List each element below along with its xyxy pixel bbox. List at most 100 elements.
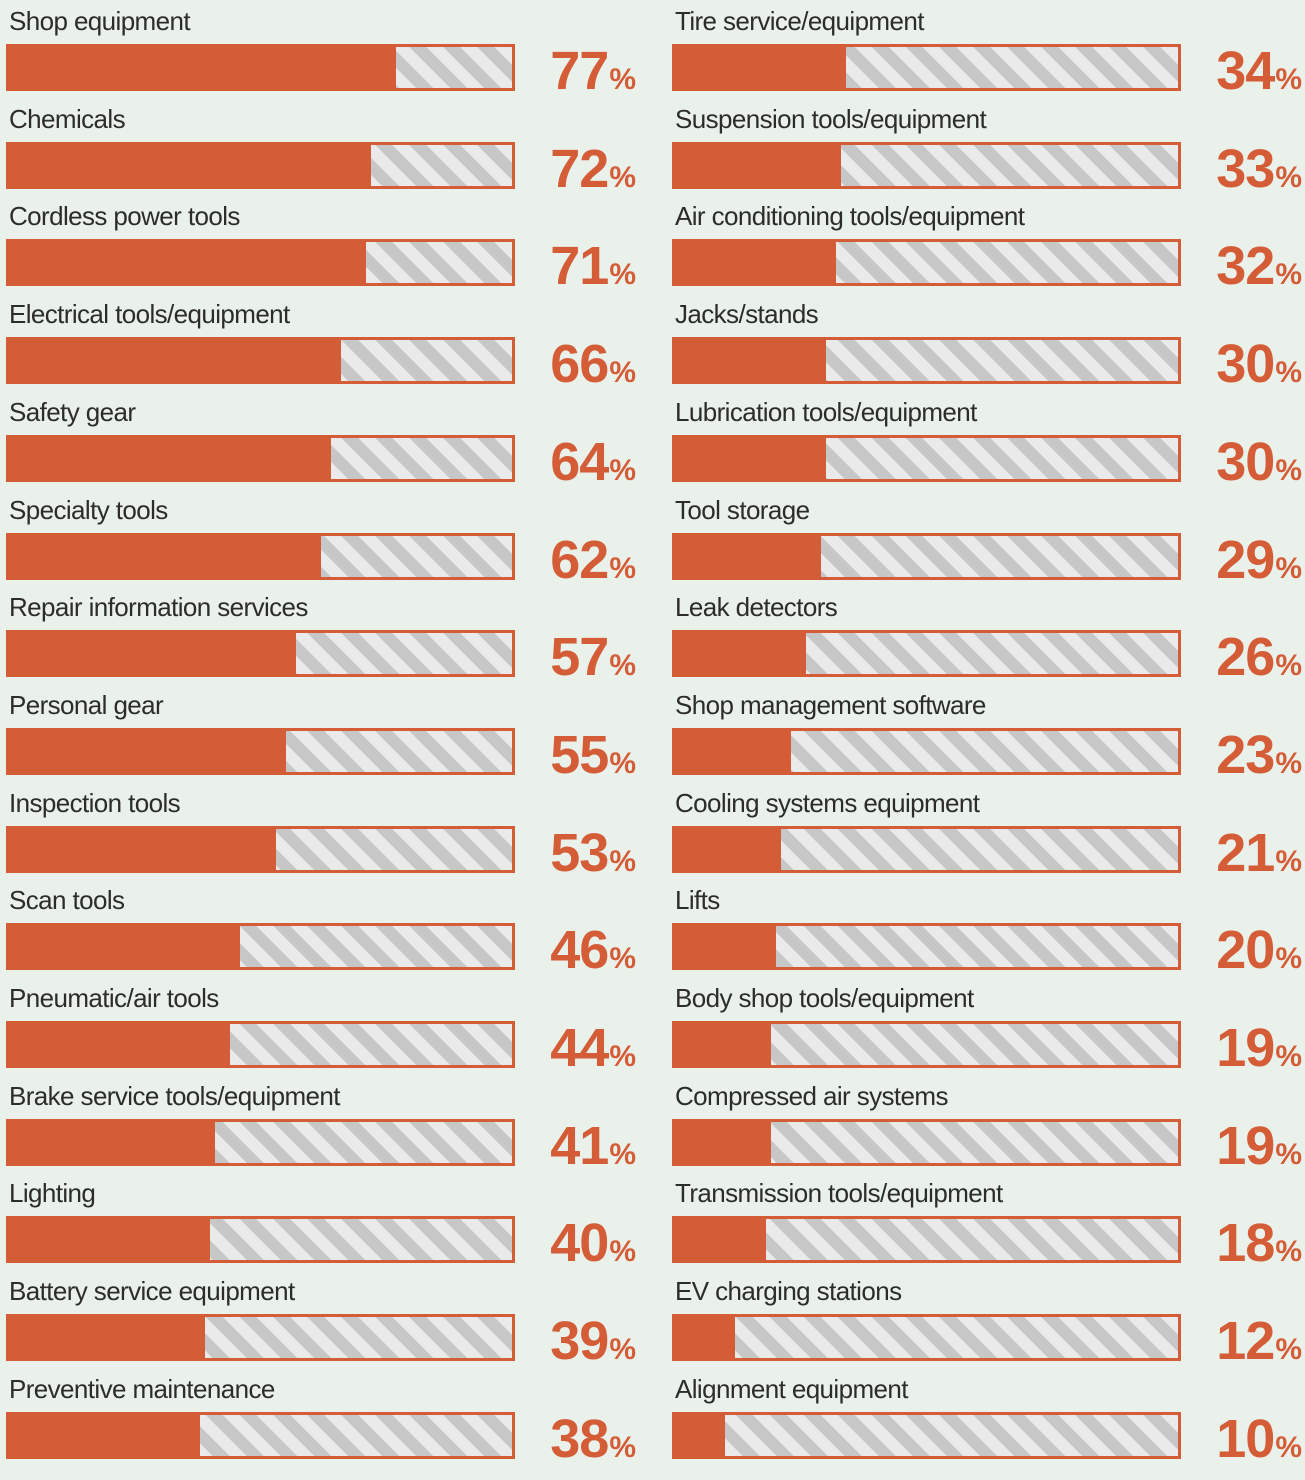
percent-sign: % [1275,453,1302,487]
percent-sign: % [609,1235,636,1269]
percent-sign: % [609,942,636,976]
value-label: 29% [1216,533,1302,587]
value-label: 33% [1216,142,1302,196]
category-label: Chemicals [9,103,126,134]
bar-row: Brake service tools/equipment 41% [6,1075,636,1173]
bar-track [672,1314,1181,1362]
value-label: 46% [550,923,636,977]
bar-track [672,141,1181,189]
category-label: EV charging stations [675,1276,902,1307]
bar-fill [675,340,826,382]
value-number: 34 [1216,41,1275,101]
bar-fill [9,1317,206,1359]
value-number: 26 [1216,627,1275,688]
bar-track [6,44,515,91]
percent-sign: % [609,453,636,487]
bar-row: Repair information services 57% [6,586,636,684]
percent-sign: % [1275,1040,1302,1073]
percent-sign: % [609,1333,636,1367]
value-number: 33 [1216,138,1275,199]
category-label: Lubrication tools/equipment [675,396,977,427]
bar-track [6,1314,515,1362]
value-label: 64% [550,435,636,489]
bar-track [672,825,1181,873]
category-label: Battery service equipment [9,1276,295,1307]
category-label: Inspection tools [9,787,181,818]
bar-row: Chemicals 72% [6,98,636,196]
percent-sign: % [1275,1235,1302,1269]
bar-fill [9,340,341,382]
bar-row: Leak detectors 26% [672,586,1302,684]
bar-row: Tire service/equipment 34% [672,0,1302,98]
category-label: Repair information services [9,592,308,623]
category-label: Cooling systems equipment [675,787,980,818]
value-label: 66% [550,337,636,391]
category-label: Pneumatic/air tools [9,983,219,1013]
percent-sign: % [1275,942,1302,976]
bar-track [6,337,515,385]
value-label: 62% [550,533,636,587]
value-number: 21 [1216,822,1275,883]
bar-track [6,141,515,189]
category-label: Specialty tools [9,494,168,525]
category-label: Tool storage [675,494,810,525]
bar-track [6,1216,515,1264]
bar-track [6,532,515,580]
value-label: 34% [1216,44,1302,98]
bar-row: Battery service equipment 39% [6,1270,636,1368]
value-number: 55 [550,724,609,785]
category-label: Safety gear [9,396,136,427]
bar-fill [9,730,286,772]
percent-sign: % [609,1430,636,1464]
bar-track [672,44,1181,91]
bar-fill [9,1219,211,1261]
value-label: 39% [550,1314,636,1368]
value-label: 18% [1216,1216,1302,1270]
bar-row: Compressed air systems 19% [672,1075,1302,1173]
percent-sign: % [609,160,636,194]
bar-fill [9,1414,201,1456]
bar-track [672,337,1181,385]
value-label: 12% [1216,1314,1302,1368]
bar-fill [9,828,276,870]
value-number: 66 [550,334,609,395]
value-label: 77% [550,44,636,98]
bar-fill [9,47,397,88]
bar-row: Transmission tools/equipment 18% [672,1172,1302,1270]
value-label: 71% [550,239,636,293]
bar-fill [675,1024,771,1065]
value-number: 40 [550,1213,609,1274]
value-number: 71 [550,236,609,297]
bar-fill [9,242,367,284]
category-label: Electrical tools/equipment [9,299,290,330]
bar-row: Lighting 40% [6,1172,636,1270]
bar-row: Lubrication tools/equipment 30% [672,391,1302,489]
category-label: Lifts [675,885,720,916]
bar-fill [675,1317,736,1359]
percent-sign: % [609,1040,636,1073]
percent-sign: % [1275,551,1302,585]
category-label: Suspension tools/equipment [675,103,987,134]
bar-track [6,1021,515,1068]
value-label: 44% [550,1021,636,1075]
bar-track [672,1411,1181,1459]
value-label: 19% [1216,1119,1302,1173]
value-label: 41% [550,1119,636,1173]
bar-row: Air conditioning tools/equipment 32% [672,195,1302,293]
percent-sign: % [609,63,636,96]
bar-row: Suspension tools/equipment 33% [672,98,1302,196]
bar-track [6,434,515,482]
bar-fill [9,437,331,479]
bar-track [672,1118,1181,1166]
bar-fill [9,535,321,577]
bar-fill [675,828,781,870]
value-label: 26% [1216,630,1302,684]
value-number: 64 [550,431,609,492]
bar-fill [675,437,826,479]
bar-track [672,630,1181,678]
percent-sign: % [1275,649,1302,683]
bar-fill [675,144,841,186]
bar-track [672,1216,1181,1264]
value-number: 39 [550,1311,609,1372]
value-label: 19% [1216,1021,1302,1075]
